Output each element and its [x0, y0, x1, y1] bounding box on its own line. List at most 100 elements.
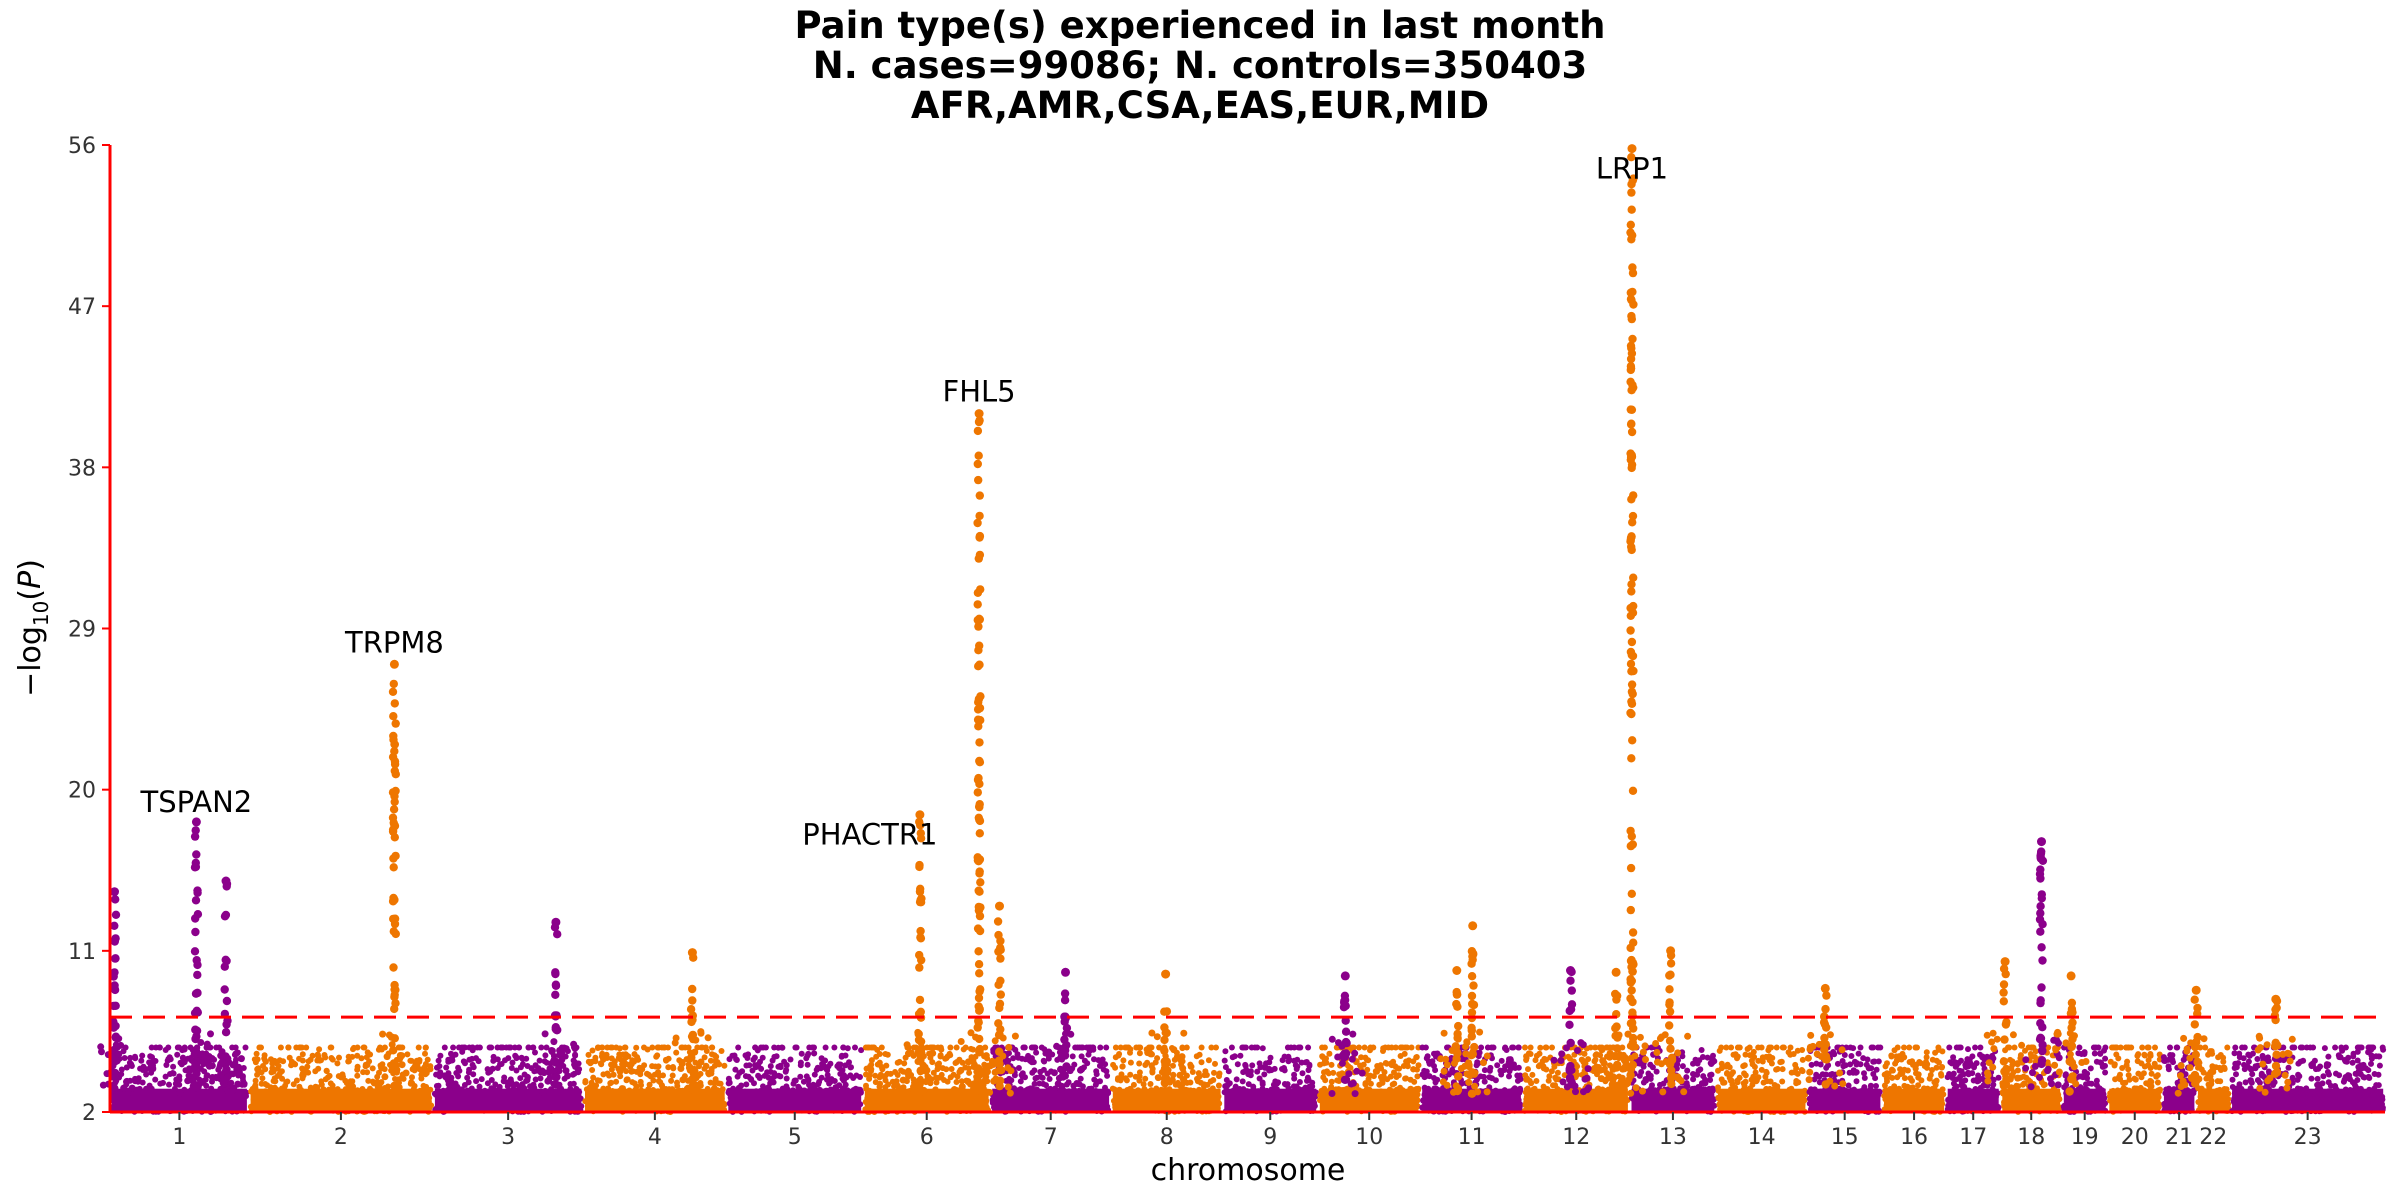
snp-point [1225, 1068, 1232, 1075]
snp-density-band [1224, 1088, 1317, 1112]
snp-point [354, 1066, 361, 1073]
snp-point [1018, 1072, 1025, 1078]
snp-point [453, 1070, 460, 1076]
snp-point [1592, 1052, 1599, 1059]
snp-point [148, 1069, 155, 1076]
snp-point [464, 1074, 471, 1081]
snp-point [127, 1054, 134, 1061]
snp-point [1414, 1073, 1421, 1080]
snp-point [277, 1044, 284, 1051]
snp-point [800, 1078, 807, 1085]
snp-point [1249, 1062, 1256, 1069]
snp-point [400, 1075, 407, 1082]
snp-point [1498, 1057, 1505, 1064]
snp-point [149, 1054, 155, 1061]
snp-point [811, 1050, 817, 1057]
snp-point [665, 1064, 672, 1071]
snp-point [777, 1073, 784, 1080]
snp-point [1323, 1059, 1330, 1066]
snp-point [450, 1082, 457, 1089]
snp-point [937, 1053, 944, 1060]
snp-point [649, 1044, 656, 1051]
snp-point [160, 1079, 166, 1086]
snp-point [1259, 1045, 1266, 1052]
snp-point [1405, 1057, 1412, 1064]
snp-point [606, 1072, 613, 1079]
snp-point [958, 1078, 965, 1085]
snp-point [1038, 1044, 1045, 1051]
snp-point [374, 1073, 381, 1080]
snp-point [435, 1057, 442, 1064]
snp-point [732, 1066, 739, 1073]
snp-point [701, 1054, 708, 1061]
snp-point [242, 1044, 249, 1051]
snp-point [1515, 1044, 1522, 1051]
snp-point [272, 1078, 279, 1085]
snp-point [166, 1081, 172, 1088]
snp-point [758, 1065, 765, 1072]
snp-point [589, 1067, 596, 1073]
snp-point [842, 1062, 849, 1069]
snp-point [1679, 1063, 1686, 1070]
snp-point [1402, 1044, 1409, 1051]
snp-point [1136, 1069, 1143, 1076]
snp-point [600, 1071, 607, 1078]
snp-point [616, 1045, 623, 1052]
snp-point [450, 1044, 457, 1051]
snp-density-band [434, 1088, 582, 1112]
snp-point [153, 1044, 159, 1051]
snp-point [621, 1044, 628, 1051]
snp-point [290, 1081, 297, 1088]
snp-point [285, 1044, 292, 1051]
snp-point [611, 1062, 618, 1069]
snp-point [575, 1069, 582, 1076]
snp-point [1120, 1057, 1127, 1064]
snp-point [241, 1081, 248, 1088]
snp-point [1487, 1064, 1494, 1071]
snp-point [139, 1052, 146, 1059]
snp-point [803, 1055, 810, 1062]
snp-point [323, 1068, 330, 1075]
snp-point [1045, 1055, 1052, 1062]
snp-point [517, 1064, 524, 1071]
snp-point [943, 1055, 950, 1062]
snp-point [437, 1069, 444, 1076]
snp-point [1194, 1078, 1201, 1085]
snp-point [965, 1065, 972, 1072]
snp-point [901, 1060, 908, 1067]
snp-point [947, 1044, 954, 1051]
snp-point [152, 1076, 159, 1083]
snp-point [1093, 1071, 1100, 1078]
snp-point [790, 1080, 797, 1087]
snp-point [647, 1073, 654, 1080]
snp-point [883, 1062, 890, 1069]
snp-point [538, 1044, 545, 1051]
snp-point [673, 1049, 680, 1056]
snp-point [838, 1052, 845, 1059]
snp-point [631, 1051, 638, 1058]
snp-point [213, 1044, 220, 1051]
snp-point [1261, 1064, 1268, 1071]
snp-point [1133, 1044, 1140, 1051]
snp-point [1074, 1044, 1081, 1051]
snp-point [733, 1057, 740, 1063]
snp-point [742, 1052, 749, 1059]
snp-point [1543, 1056, 1550, 1063]
snp-point [762, 1044, 769, 1051]
snp-point [163, 1062, 170, 1068]
snp-point [779, 1044, 786, 1051]
snp-point [589, 1047, 596, 1054]
snp-density-band [728, 1088, 862, 1112]
snp-point [1684, 1067, 1691, 1074]
snp-point [1408, 1044, 1415, 1051]
snp-point [174, 1051, 181, 1058]
snp-point [1319, 1054, 1326, 1060]
snp-point [1328, 1078, 1335, 1085]
snp-point [824, 1076, 830, 1083]
snp-point [588, 1079, 595, 1086]
snp-point [1397, 1053, 1404, 1059]
snp-point [1481, 1067, 1488, 1074]
title-line-2: N. cases=99086; N. controls=350403 [812, 44, 1588, 87]
snp-point [641, 1062, 648, 1069]
